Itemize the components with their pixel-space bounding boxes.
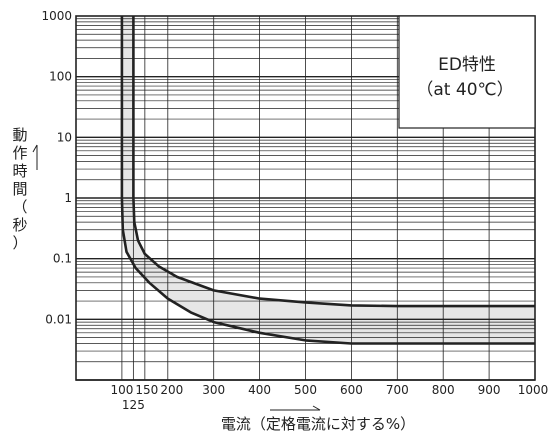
chart-title: ED特性: [438, 55, 496, 75]
y-tick-label: 100: [49, 70, 72, 84]
x-tick-label: 100: [110, 383, 133, 397]
x-tick-label: 1000: [518, 383, 549, 397]
x-axis-arrow: [270, 405, 321, 411]
x-tick-label: 800: [432, 383, 455, 397]
x-tick-label: 400: [248, 383, 271, 397]
y-tick-label: 0.1: [53, 252, 72, 266]
upper-characteristic-curve: [132, 16, 535, 308]
chart-subtitle: （at 40℃）: [416, 80, 513, 100]
curve-layer: [120, 16, 535, 345]
x-tick-label: 200: [160, 383, 183, 397]
operating-band-layer: [121, 16, 536, 344]
y-axis-arrow: [32, 144, 38, 170]
y-axis-label: 動作時間（秒）: [12, 126, 27, 252]
y-tick-label: 10: [57, 130, 72, 144]
x-tick-label: 125: [122, 398, 145, 412]
operating-band: [121, 16, 536, 344]
y-tick-label: 1000: [41, 9, 72, 23]
grid-layer: [76, 16, 536, 381]
x-axis-label: 電流（定格電流に対する%）: [221, 415, 415, 433]
x-tick-label: 500: [294, 383, 317, 397]
x-tick-label: 900: [478, 383, 501, 397]
x-tick-label: 700: [386, 383, 409, 397]
y-axis-label-text: 動作時間（秒）: [12, 126, 27, 252]
plot-frame: [75, 15, 536, 381]
x-tick-label: 600: [340, 383, 363, 397]
x-tick-label: 150: [135, 383, 158, 397]
y-tick-label: 1: [64, 191, 72, 205]
y-tick-labels: 1000 100 10 1 0.1 0.01: [41, 9, 72, 326]
lower-characteristic-curve: [120, 16, 535, 345]
y-tick-label: 0.01: [45, 312, 72, 326]
legend-box: ED特性 （at 40℃）: [398, 15, 536, 129]
x-tick-label: 300: [202, 383, 225, 397]
